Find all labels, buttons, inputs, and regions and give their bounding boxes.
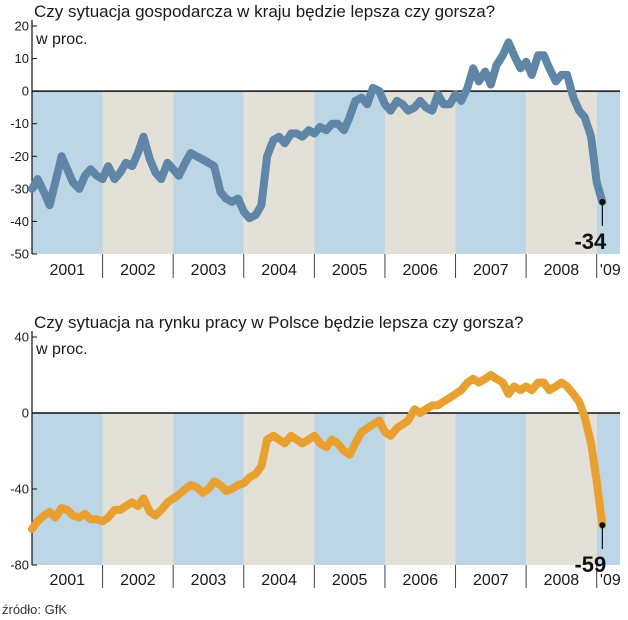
chart-labour-year-label: 2006 [402, 572, 438, 589]
chart-labour-y-axis: 40 0 -40 -80 [10, 330, 37, 573]
chart-labour-year-bands [32, 413, 620, 565]
chart-economy-end-dot [599, 198, 606, 205]
chart-economy-year-label: 2005 [332, 262, 368, 279]
chart-labour-series-line [28, 371, 607, 533]
chart-labour-band-2002 [102, 413, 174, 565]
chart-economy-year-label: 2001 [49, 262, 85, 279]
chart-economy-band-2006 [384, 91, 456, 255]
chart-economy-y-tick-label: 20 [15, 19, 29, 34]
chart-labour-band-2007 [455, 413, 527, 565]
chart-economy-y-tick-label: -30 [10, 181, 29, 196]
chart-economy-final-value: -34 [574, 229, 607, 254]
chart-economy-band-2003 [173, 91, 244, 255]
chart-economy-year-label: 2008 [544, 262, 580, 279]
chart-labour-year-label: 2004 [261, 572, 297, 589]
chart-economy-band-2004 [243, 91, 315, 255]
chart-economy-y-tick-label: -20 [10, 149, 29, 164]
chart-labour-y-tick-label: -40 [10, 482, 29, 497]
chart-labour: 400-40-80 2001 2002 2003 2004 2005 2006 2007 20… [10, 313, 621, 589]
chart-labour-year-label: 2001 [49, 572, 85, 589]
source-note: źródło: GfK [2, 602, 67, 617]
chart-labour-band-2005 [314, 413, 385, 565]
chart-labour-y-tick-label: 0 [22, 406, 29, 421]
chart-labour-band-2001 [32, 413, 103, 565]
chart-economy-year-label: 2004 [261, 262, 297, 279]
chart-economy-y-axis: 20 10 0 -10 -20 -30 -40 -50 [10, 19, 37, 262]
chart-economy-title: Czy sytuacja gospodarcza w kraju będzie … [34, 2, 495, 21]
chart-economy-band-2007 [455, 91, 527, 255]
chart-labour-year-label: 2005 [332, 572, 368, 589]
chart-labour-title: Czy sytuacja na rynku pracy w Polsce będ… [34, 313, 523, 332]
chart-economy-year-bands [32, 91, 620, 255]
chart-economy-y-tick-label: 10 [15, 51, 29, 66]
chart-labour-band-2006 [384, 413, 456, 565]
chart-labour-year-label: 2007 [473, 572, 509, 589]
chart-labour-y-tick-label: -80 [10, 558, 29, 573]
chart-labour-year-label: 2008 [544, 572, 580, 589]
chart-labour-end-dot [599, 522, 606, 529]
chart-labour-final-value: -59 [574, 552, 606, 577]
chart-economy-year-label: 2007 [473, 262, 509, 279]
chart-economy-y-tick-label: -50 [10, 247, 29, 262]
chart-labour-x-axis: 2001 2002 2003 2004 2005 2006 2007 2008 '09 [49, 565, 621, 589]
chart-economy-unit-label: w proc. [35, 31, 88, 48]
chart-economy-y-tick-label: -40 [10, 214, 29, 229]
chart-economy-year-label: 2003 [191, 262, 227, 279]
chart-economy-y-tick-label: 0 [22, 84, 29, 99]
chart-economy-year-label: 2006 [402, 262, 438, 279]
chart-economy-y-tick-label: -10 [10, 116, 29, 131]
chart-labour-band-2008 [526, 413, 597, 565]
chart-economy-end-marker [599, 198, 606, 226]
chart-economy-year-label: 2002 [120, 262, 156, 279]
chart-economy-year-label: '09 [600, 262, 621, 279]
chart-labour-year-label: '09 [600, 572, 621, 589]
chart-economy-series-line [28, 38, 607, 223]
chart-labour-y-tick-label: 40 [15, 330, 29, 345]
chart-labour-year-label: 2002 [120, 572, 156, 589]
chart-labour-unit-label: w proc. [35, 341, 88, 358]
chart-economy-x-axis: 2001 2002 2003 2004 2005 2006 2007 2008 '09 [49, 254, 621, 279]
chart-labour-end-marker [599, 522, 606, 550]
chart-labour-year-label: 2003 [191, 572, 227, 589]
